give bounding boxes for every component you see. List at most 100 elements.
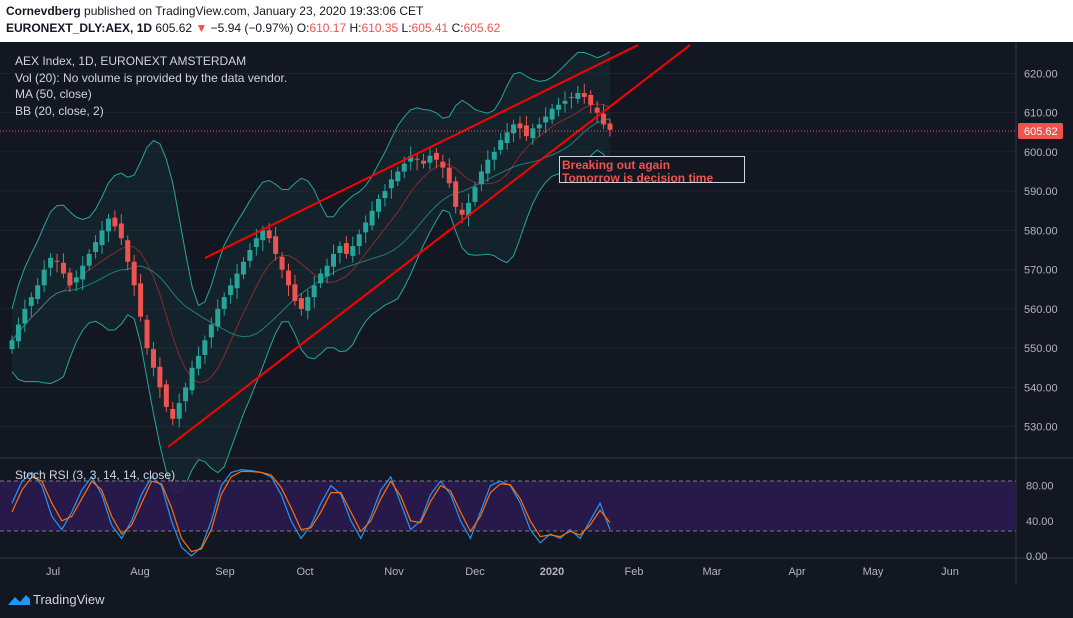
candle-body xyxy=(221,297,227,309)
candle-body xyxy=(183,387,189,402)
candle-body xyxy=(491,151,497,160)
candle-body xyxy=(517,123,523,129)
candle-body xyxy=(414,158,420,160)
candle-body xyxy=(9,340,15,350)
legend-stoch: Stoch RSI (3, 3, 14, 14, close) xyxy=(15,468,175,482)
candle-body xyxy=(446,167,452,184)
stoch-tick-label: 40.00 xyxy=(1026,516,1054,528)
time-axis-labels[interactable]: Jul Aug Sep Oct Nov Dec 2020 Feb Mar Apr May Jun xyxy=(46,566,959,578)
chart-svg[interactable]: 620.00 610.00 600.00 590.00 580.00 570.00 560.… xyxy=(0,42,1073,583)
candle-body xyxy=(208,324,214,338)
candle-body xyxy=(22,308,28,324)
lower-trendline[interactable] xyxy=(167,44,691,448)
candle-body xyxy=(356,234,362,247)
price-tick-label: 610.00 xyxy=(1024,108,1058,120)
candle-body xyxy=(170,408,176,419)
candle-body xyxy=(459,209,465,215)
candle-body xyxy=(536,124,542,129)
price-axis-labels[interactable]: 620.00 610.00 600.00 590.00 580.00 570.00 560.… xyxy=(1024,68,1058,433)
candle-body xyxy=(350,246,356,256)
stoch-axis-labels[interactable]: 80.00 40.00 0.00 xyxy=(1026,481,1054,563)
candle-body xyxy=(247,250,253,261)
published-text: published on TradingView.com, January 23… xyxy=(84,4,424,18)
grid-lines xyxy=(0,72,1016,428)
candle-body xyxy=(285,270,291,286)
candle-body xyxy=(195,355,201,369)
candle-body xyxy=(363,222,369,233)
candle-body xyxy=(433,152,439,160)
stoch-band xyxy=(0,481,1016,531)
author-link[interactable]: Cornevdberg xyxy=(6,4,81,18)
price-tick-label: 570.00 xyxy=(1024,265,1058,277)
candle-body xyxy=(253,238,259,248)
candle-body xyxy=(549,108,555,120)
candle-body xyxy=(157,366,163,388)
price-tick-label: 580.00 xyxy=(1024,225,1058,237)
candle-body xyxy=(466,202,472,216)
annotation-line-2: Tomorrow is decision time xyxy=(562,170,714,185)
candle-body xyxy=(292,284,298,302)
candle-body xyxy=(594,107,600,113)
time-tick-label: Dec xyxy=(465,566,485,578)
candle-body xyxy=(118,223,124,239)
candle-body xyxy=(60,262,66,274)
stoch-tick-label: 80.00 xyxy=(1026,481,1054,493)
candle-body xyxy=(260,230,266,241)
time-tick-label: Jun xyxy=(941,566,959,578)
candle-body xyxy=(240,261,246,275)
candle-body xyxy=(588,94,594,105)
candle-body xyxy=(125,240,131,262)
price-tick-label: 620.00 xyxy=(1024,68,1058,80)
candle-body xyxy=(93,242,99,252)
candle-body xyxy=(498,140,504,150)
symbol-label: EURONEXT_DLY:AEX, 1D xyxy=(6,21,153,35)
close-value: 605.62 xyxy=(463,21,501,35)
candle-body xyxy=(54,260,60,262)
time-tick-label: 2020 xyxy=(540,566,564,578)
candle-body xyxy=(138,283,144,317)
candle-body xyxy=(86,253,92,266)
publish-line: Cornevdberg published on TradingView.com… xyxy=(6,4,423,18)
candle-body xyxy=(35,285,41,300)
ohlc-line: EURONEXT_DLY:AEX, 1D 605.62 ▼ −5.94 (−0.… xyxy=(6,21,500,35)
candle-body xyxy=(15,324,21,342)
candle-body xyxy=(298,298,304,309)
time-tick-label: Oct xyxy=(296,566,313,578)
annotation-line-1: Breaking out again xyxy=(562,158,671,172)
time-tick-label: Apr xyxy=(788,566,805,578)
time-tick-label: Nov xyxy=(384,566,404,578)
candle-body xyxy=(234,273,240,289)
candle-body xyxy=(556,104,562,110)
candle-body xyxy=(99,230,105,246)
candle-body xyxy=(485,159,491,174)
annotation-box[interactable]: Breaking out again Tomorrow is decision … xyxy=(559,156,745,185)
candle-body xyxy=(607,123,613,130)
time-tick-label: Sep xyxy=(215,566,235,578)
publish-header: Cornevdberg published on TradingView.com… xyxy=(0,0,1073,42)
candle-body xyxy=(427,155,433,163)
candle-body xyxy=(318,273,324,284)
candle-body xyxy=(395,171,401,182)
candle-body xyxy=(189,367,195,391)
upper-trendline[interactable] xyxy=(204,44,639,259)
price-tick-label: 530.00 xyxy=(1024,422,1058,434)
candle-body xyxy=(266,230,272,239)
open-value: 610.17 xyxy=(309,21,347,35)
legend-vol: Vol (20): No volume is provided by the d… xyxy=(15,71,287,85)
candle-body xyxy=(575,93,581,99)
candle-body xyxy=(421,160,427,164)
candle-body xyxy=(311,285,317,298)
tradingview-logo-icon[interactable] xyxy=(7,591,31,609)
candle-body xyxy=(504,132,510,144)
candle-body xyxy=(73,277,79,283)
candle-body xyxy=(343,243,349,254)
candle-body xyxy=(80,265,86,280)
candle-body xyxy=(568,96,574,98)
close-label: C: xyxy=(451,21,464,35)
footer: TradingView xyxy=(0,583,1073,618)
chart-area[interactable]: 620.00 610.00 600.00 590.00 580.00 570.00 560.… xyxy=(0,42,1073,583)
candle-body xyxy=(305,297,311,311)
stoch-d-line xyxy=(11,470,611,553)
candle-body xyxy=(382,191,388,198)
brand-name[interactable]: TradingView xyxy=(33,592,105,607)
